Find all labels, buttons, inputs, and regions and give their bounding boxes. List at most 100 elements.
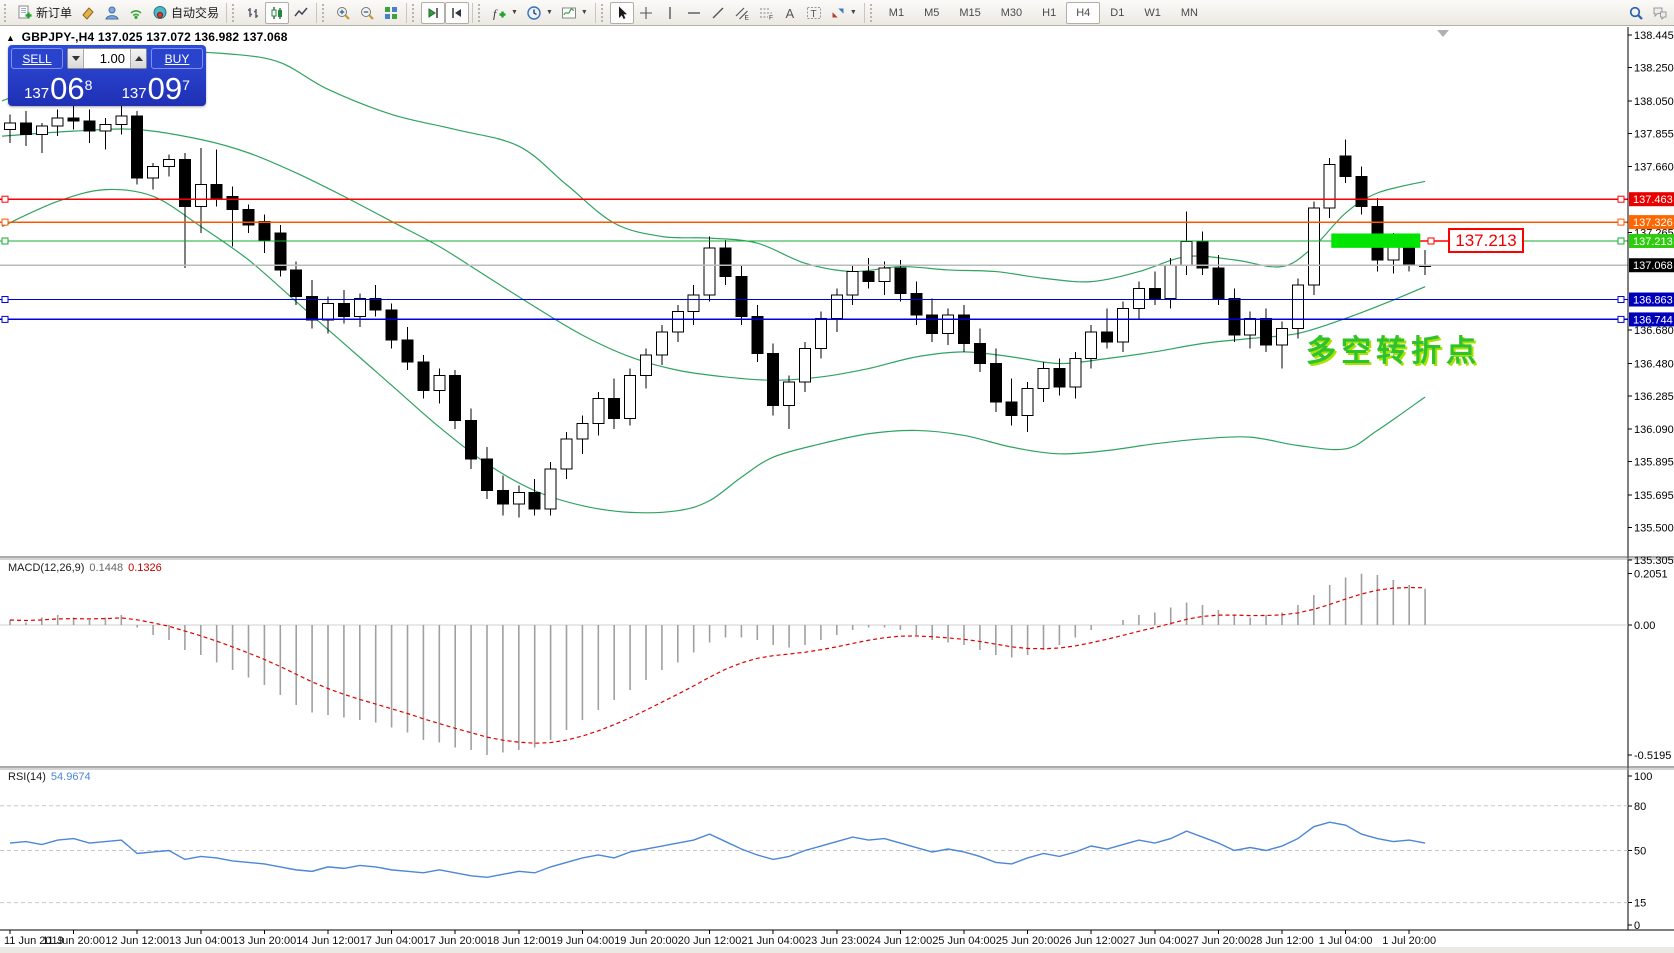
indicators-icon: f [493,6,506,20]
line-chart-button[interactable] [289,2,313,24]
zoom-in-button[interactable] [331,2,355,24]
periods-button[interactable]: ▼ [522,2,557,24]
candle [1164,264,1177,299]
crosshair-icon [639,6,652,19]
text-button[interactable]: A [778,2,802,24]
tf-h4-button[interactable]: H4 [1066,1,1101,24]
eraser-button[interactable] [76,2,100,24]
vertical-line-button[interactable] [658,2,682,24]
fibonacci-button[interactable]: F [754,2,778,24]
bar-chart-button[interactable] [241,2,265,24]
candle [910,292,923,316]
sell-button[interactable]: SELL [11,48,63,69]
buy-button[interactable]: BUY [151,48,203,69]
time-axis-label: 27 Jun 04:00 [1123,935,1187,947]
volume-increase-button[interactable] [130,49,146,68]
toolbar-separator [863,2,865,23]
time-axis-label: 20 Jun 12:00 [678,935,742,947]
line-handle[interactable] [1617,315,1625,323]
toolbar-grip [4,3,9,22]
svg-text:135.895: 135.895 [1634,456,1674,468]
line-handle[interactable] [1617,195,1625,203]
horizontal-line-icon [687,11,700,14]
volume-input[interactable]: 1.00 [84,49,130,68]
line-handle[interactable] [1,296,9,304]
candle [369,297,382,311]
line-handle[interactable] [1,237,9,245]
profiles-button[interactable] [100,2,124,24]
svg-text:137.326: 137.326 [1633,217,1673,229]
price-badge [1629,292,1674,307]
tf-w1-button[interactable]: W1 [1134,2,1171,24]
line-handle[interactable] [1,218,9,226]
search-button[interactable] [1624,2,1648,24]
tag-handle[interactable] [1427,237,1435,245]
time-axis-label: 12 Jun 12:00 [105,935,169,947]
chart-shift-marker-icon[interactable] [1437,30,1449,37]
auto-scroll-button[interactable] [421,1,446,24]
templates-icon [561,7,576,18]
objects-group: f ▼ ▼ ▼ [487,0,592,26]
profiles-icon [105,6,119,19]
arrows-button[interactable]: ▼ [826,2,861,24]
annotation-text[interactable]: 多空转折点 [1306,335,1481,368]
auto-trading-button[interactable]: 自动交易 [148,2,223,24]
chat-button[interactable] [1648,2,1672,24]
candle [576,423,589,440]
zoom-out-button[interactable] [355,2,379,24]
svg-text:137.855: 137.855 [1634,129,1674,141]
crosshair-button[interactable] [634,2,658,24]
candle [1101,331,1114,343]
line-handle[interactable] [1617,296,1625,304]
new-order-button[interactable]: 新订单 [13,2,76,24]
text-label-button[interactable]: T [802,2,826,24]
svg-text:E: E [744,14,749,21]
candle [19,122,32,135]
horizontal-line-button[interactable] [682,2,706,24]
tile-windows-button[interactable] [379,2,403,24]
vertical-line-icon [669,6,671,19]
trendline-button[interactable] [706,2,730,24]
macd-signal-line [9,586,1426,744]
chart-shift-button[interactable] [445,1,470,24]
arrow-down-icon [71,56,80,61]
candle [242,209,255,226]
toolbar-grip [600,3,606,22]
tf-mn-button[interactable]: MN [1171,2,1208,24]
tf-m15-button[interactable]: M15 [949,2,990,24]
svg-text:f: f [493,6,498,20]
price-tag[interactable]: 137.213 [1448,228,1524,253]
collapse-triangle-icon[interactable]: ▲ [6,33,16,43]
tf-d1-button[interactable]: D1 [1100,2,1134,24]
sell-price[interactable]: 137 06 8 [24,71,93,106]
line-handle[interactable] [1617,218,1625,226]
candle [1148,287,1161,299]
indicators-button[interactable]: f ▼ [487,2,522,24]
highlight-rectangle[interactable] [1331,233,1421,248]
tf-m30-button[interactable]: M30 [991,2,1032,24]
candle [512,491,525,505]
arrows-icon [832,8,844,17]
signals-button[interactable] [124,2,148,24]
templates-button[interactable]: ▼ [557,2,592,24]
tf-h1-button[interactable]: H1 [1032,2,1066,24]
tf-m1-button[interactable]: M1 [879,2,914,24]
buy-price[interactable]: 137 09 7 [121,71,190,106]
line-handle[interactable] [1,195,9,203]
cursor-button[interactable] [609,1,634,24]
tf-m5-button[interactable]: M5 [914,2,949,24]
volume-decrease-button[interactable] [68,49,84,68]
auto-trading-button-label: 自动交易 [171,6,220,20]
candle [640,354,652,376]
candle [1196,240,1209,269]
candle [4,122,16,130]
time-axis-label: 11 Jun 2019 [4,935,64,947]
line-handle[interactable] [1617,237,1625,245]
cursor-icon [618,6,627,19]
equidistant-channel-button[interactable]: E [730,2,754,24]
line-handle[interactable] [1,315,9,323]
time-axis-label: 28 Jun 12:00 [1250,935,1314,947]
toolbar-separator [472,2,474,23]
candlestick-button[interactable] [265,1,290,24]
